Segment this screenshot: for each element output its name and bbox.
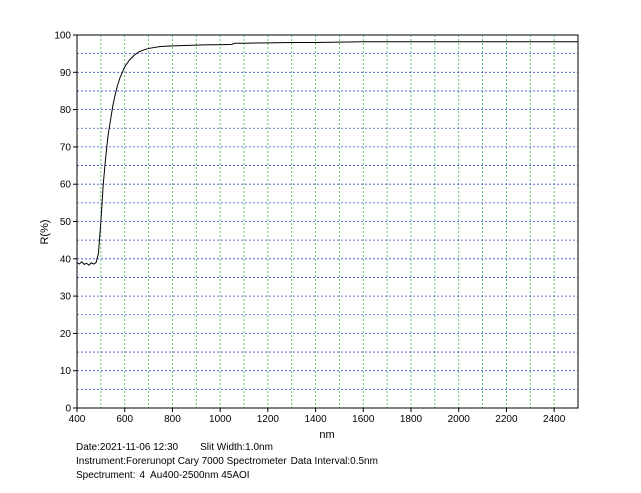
y-tick-label: 40 [60, 254, 72, 265]
y-tick-label: 70 [60, 142, 72, 153]
chart-grid [77, 35, 578, 408]
x-tick-label: 1600 [352, 414, 375, 425]
instrument-text: Instrument:Forerunopt Cary 7000 Spectrom… [76, 456, 287, 467]
tick-labels: 400 600 800 1000 1200 1400 1600 1800 2000 2200 240… [54, 31, 565, 426]
x-tick-label: 1000 [209, 414, 232, 425]
y-tick-label: 30 [60, 292, 72, 303]
y-tick-label: 20 [60, 329, 72, 340]
y-tick-label: 60 [60, 180, 72, 191]
y-tick-label: 10 [60, 366, 72, 377]
info-line-spectrument: Spectrument: 4 Au400-2500nm 45AOI [76, 469, 250, 482]
x-tick-label: 2000 [448, 414, 471, 425]
y-axis-title: R(%) [39, 219, 51, 244]
slit-width-text: Slit Width:1.0nm [200, 442, 273, 453]
y-tick-label: 100 [54, 31, 71, 42]
y-tick-label: 90 [60, 68, 72, 79]
x-tick-label: 400 [69, 414, 86, 425]
reflectance-chart: 400 600 800 1000 1200 1400 1600 1800 2000 2200 240… [39, 31, 579, 440]
spectrument-value: 4 Au400-2500nm 45AOI [139, 470, 250, 481]
series-line [76, 41, 578, 266]
x-tick-label: 800 [164, 414, 181, 425]
x-tick-label: 600 [116, 414, 133, 425]
data-interval-text: Data Interval:0.5nm [290, 456, 378, 467]
axis-ticks [73, 34, 555, 412]
x-tick-label: 1200 [257, 414, 280, 425]
y-tick-label: 80 [60, 105, 72, 116]
date-text: Date:2021-11-06 12:30 [76, 442, 179, 453]
x-tick-label: 1400 [304, 414, 327, 425]
x-tick-label: 1800 [400, 414, 423, 425]
y-tick-label: 50 [60, 217, 72, 228]
info-line-instrument: Instrument:Forerunopt Cary 7000 Spectrom… [76, 455, 378, 468]
x-tick-label: 2400 [543, 414, 566, 425]
x-tick-label: 2200 [495, 414, 518, 425]
x-axis-title: nm [319, 429, 334, 440]
y-tick-label: 0 [65, 404, 71, 415]
spectrument-label: Spectrument: [76, 470, 136, 481]
info-line-date: Date:2021-11-06 12:30 Slit Width:1.0nm [76, 441, 273, 454]
